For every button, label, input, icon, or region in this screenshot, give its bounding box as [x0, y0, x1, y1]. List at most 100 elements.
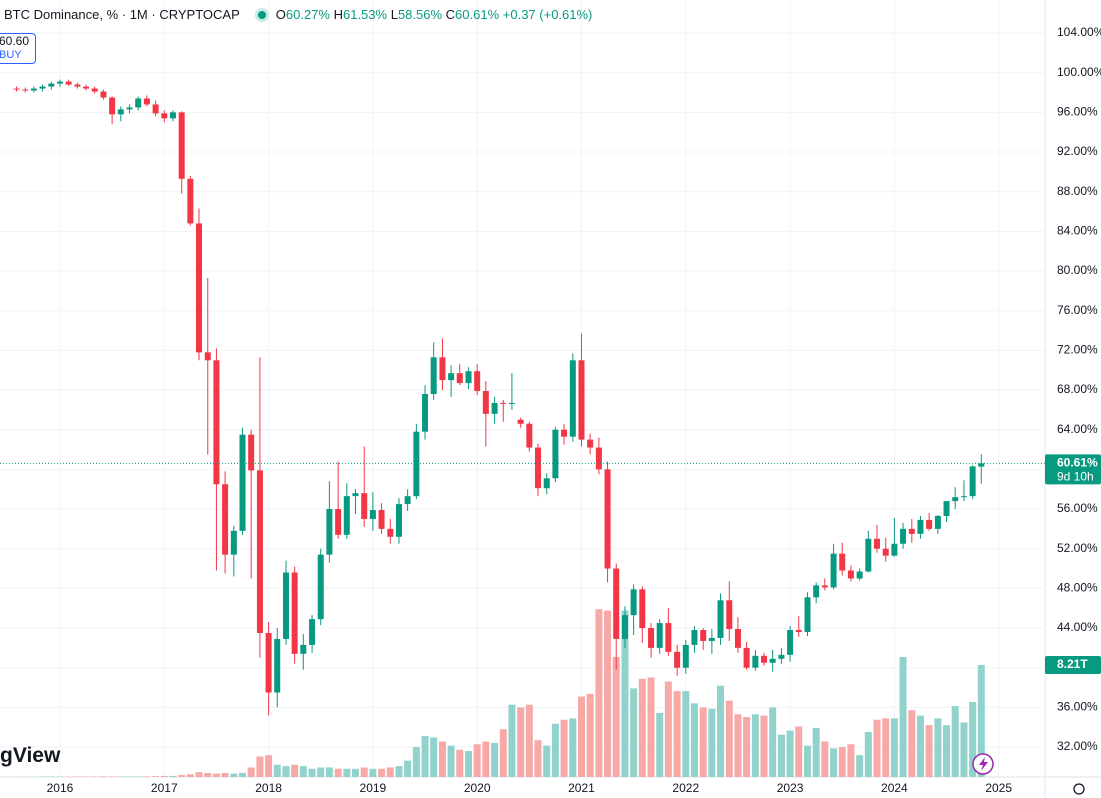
volume-bar — [943, 725, 951, 777]
volume-bar — [404, 760, 412, 777]
volume-bar — [647, 677, 655, 777]
candle-body — [222, 484, 229, 555]
volume-bar — [430, 737, 438, 777]
candle-body — [700, 630, 707, 641]
volume-bar — [569, 718, 577, 777]
candle-body — [908, 528, 915, 534]
volume-badge — [1045, 656, 1101, 675]
volume-bar — [317, 767, 325, 777]
volume-bar — [204, 772, 212, 777]
volume-bar — [378, 768, 386, 777]
volume-bar — [760, 715, 768, 777]
y-tick-label: 104.00% — [1057, 25, 1101, 39]
volume-bar — [134, 776, 142, 777]
x-tick-label: 2023 — [777, 781, 804, 795]
volume-bar — [621, 610, 629, 777]
trade-price: 60.60 — [0, 34, 30, 48]
volume-bar — [873, 719, 881, 777]
y-tick-label: 64.00% — [1057, 422, 1098, 436]
settings-icon[interactable] — [1073, 783, 1085, 795]
trade-button[interactable]: 60.60 BUY — [0, 33, 36, 64]
candle-body — [152, 104, 159, 114]
candle-body — [917, 519, 924, 534]
axes: 104.00% 100.00% 96.00% 92.00% 88.00% 84.00% 80… — [0, 25, 1101, 795]
volume-bar — [395, 766, 403, 777]
volume-bar — [821, 741, 829, 777]
countdown: 9d 10h — [1057, 469, 1094, 483]
volume-bar — [951, 706, 959, 777]
volume-bar — [604, 610, 612, 777]
candle-body — [91, 88, 98, 92]
x-tick-label: 2018 — [255, 781, 282, 795]
candle-body — [491, 402, 498, 414]
x-tick-label: 2016 — [47, 781, 74, 795]
volume-bar — [221, 772, 229, 777]
volume-bar — [534, 740, 542, 777]
candle-body — [943, 501, 950, 516]
volume-bar — [551, 723, 559, 777]
y-tick-label: 100.00% — [1057, 65, 1101, 79]
volume-bar — [447, 745, 455, 777]
candle-body — [717, 600, 724, 638]
candle-body — [204, 352, 211, 361]
volume-bar — [595, 609, 603, 777]
volume-bar — [499, 729, 507, 777]
volume-bar — [143, 776, 151, 777]
volume-bar — [186, 774, 194, 777]
volume-bar — [699, 707, 707, 777]
volume-bar — [517, 707, 525, 777]
volume-bar — [838, 746, 846, 777]
candle-body — [526, 423, 533, 448]
candle-body — [795, 630, 802, 633]
y-tick-label: 36.00% — [1057, 700, 1098, 714]
candle-body — [369, 510, 376, 519]
volume-bar — [160, 775, 168, 777]
candle-body — [900, 528, 907, 544]
candle-body — [508, 402, 515, 404]
volume-bar — [717, 685, 725, 777]
volume-bar — [777, 734, 785, 777]
change: +0.37 (+0.61%) — [502, 7, 593, 22]
candle-body — [873, 538, 880, 549]
candle-body — [413, 431, 420, 497]
candle-body — [422, 394, 429, 432]
volume-bar — [969, 701, 977, 777]
volume-bar — [708, 708, 716, 777]
y-tick-label: 88.00% — [1057, 184, 1098, 198]
candle-body — [361, 493, 368, 519]
y-tick-label: 32.00% — [1057, 739, 1098, 753]
volume-bar — [925, 725, 933, 777]
candle-body — [587, 439, 594, 448]
volume-bar — [508, 704, 516, 777]
candle-body — [65, 81, 72, 85]
x-tick-label: 2025 — [985, 781, 1012, 795]
candle-body — [256, 470, 263, 634]
candle-body — [265, 633, 272, 693]
candle-body — [13, 88, 20, 90]
volume-bar — [230, 773, 238, 777]
y-tick-label: 52.00% — [1057, 541, 1098, 555]
volume-bar — [725, 700, 733, 777]
volume-bar — [786, 730, 794, 777]
volume-bar — [386, 767, 394, 777]
volume-bar — [612, 656, 620, 777]
candle-body — [595, 447, 602, 470]
candle-body — [604, 469, 611, 569]
grid — [0, 0, 1045, 777]
candle-body — [117, 109, 124, 115]
volume-bar — [351, 768, 359, 777]
volume-bar — [456, 749, 464, 777]
volume-bar — [586, 693, 594, 777]
candle-body — [482, 391, 489, 414]
volume-bar — [743, 716, 751, 777]
volume-bar — [916, 715, 924, 777]
volume-bar — [239, 772, 247, 777]
candle-body — [952, 497, 959, 502]
volume-bar — [908, 710, 916, 777]
x-tick-label: 2019 — [360, 781, 387, 795]
volume-bar — [543, 745, 551, 777]
volume-bar — [847, 744, 855, 777]
watermark: gView — [0, 744, 61, 767]
